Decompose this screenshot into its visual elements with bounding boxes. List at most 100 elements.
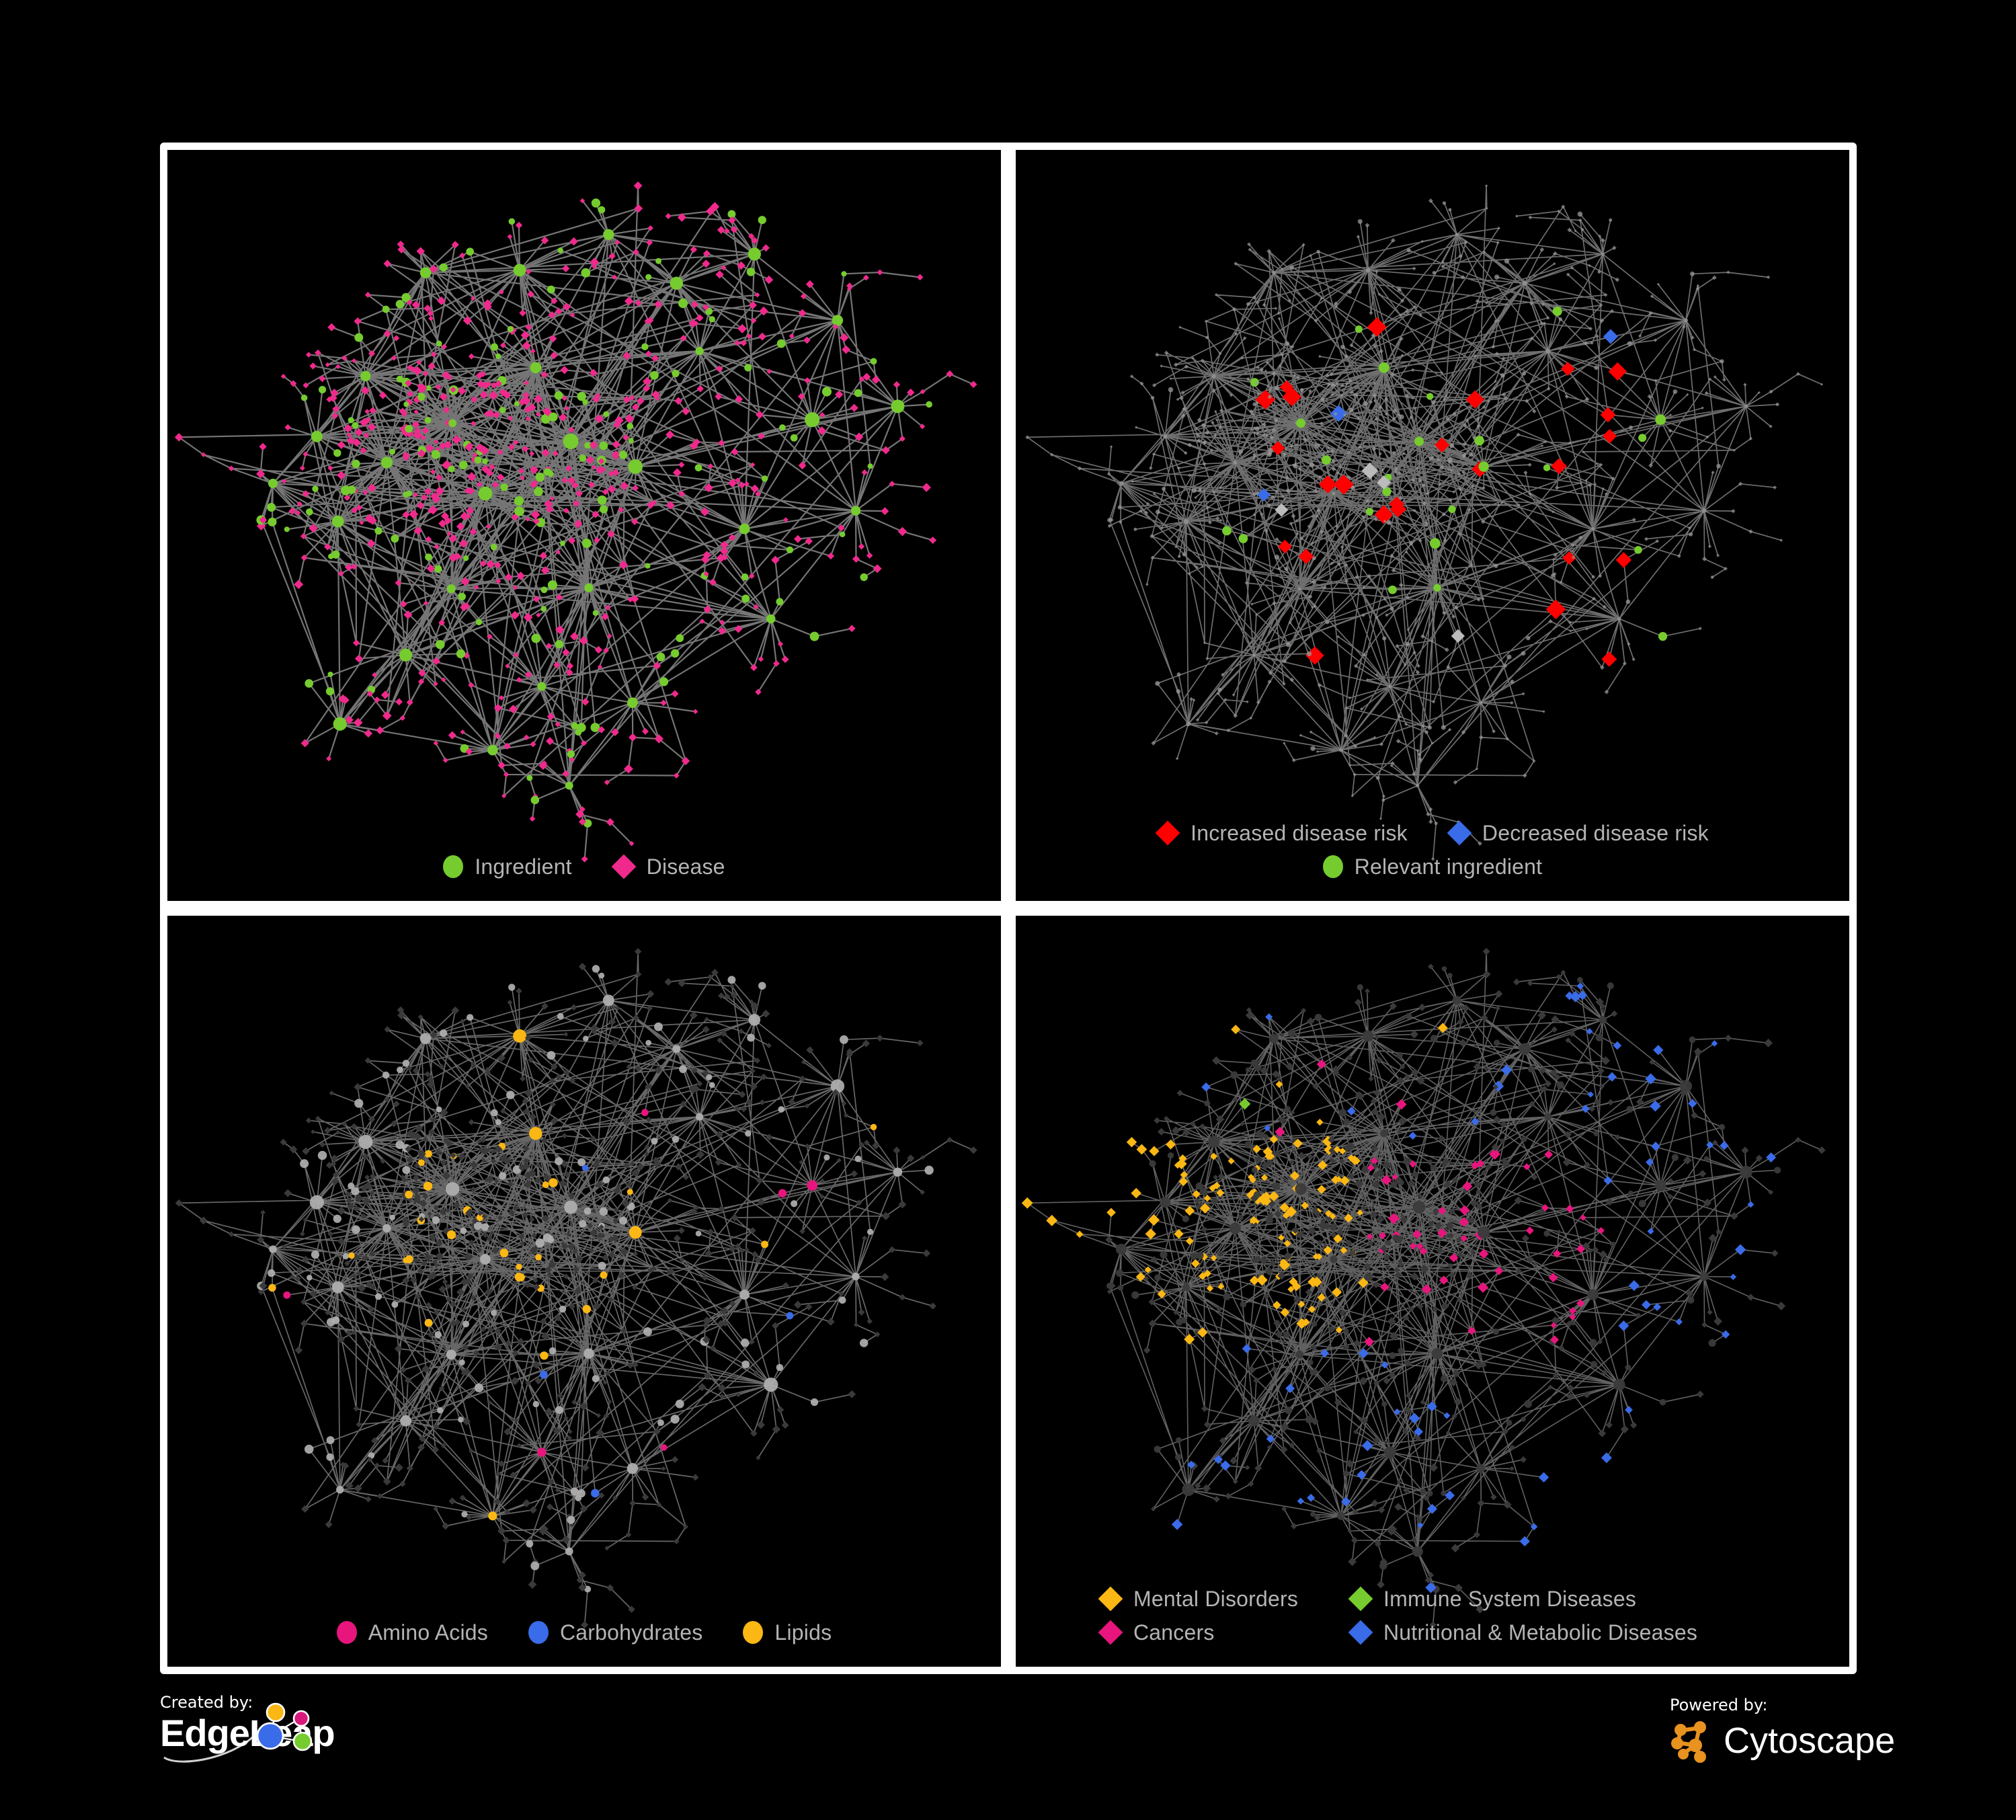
disease-node[interactable]	[1262, 422, 1266, 427]
disease-node[interactable]	[325, 1520, 333, 1528]
disease-node[interactable]	[1248, 247, 1252, 251]
disease-node[interactable]	[1424, 1257, 1430, 1262]
disease-node[interactable]	[1537, 1011, 1547, 1020]
ingredient-node[interactable]	[327, 671, 333, 678]
disease-node[interactable]	[480, 1146, 488, 1155]
disease-node[interactable]	[629, 395, 635, 401]
disease-node[interactable]	[1407, 1179, 1416, 1187]
disease-node[interactable]	[1150, 1256, 1158, 1263]
disease-node[interactable]	[1276, 1076, 1281, 1082]
ingredient-node[interactable]	[577, 1489, 586, 1498]
ingredient-node[interactable]	[467, 1014, 474, 1021]
disease-node[interactable]	[1443, 1412, 1451, 1419]
disease-node[interactable]	[1316, 1448, 1323, 1454]
ingredient-node[interactable]	[1424, 1495, 1430, 1501]
disease-node[interactable]	[441, 677, 446, 682]
disease-node[interactable]	[594, 414, 604, 424]
disease-node[interactable]	[331, 1177, 339, 1186]
ingredient-node[interactable]	[405, 1190, 413, 1199]
disease-node[interactable]	[678, 461, 685, 468]
disease-node[interactable]	[1462, 1004, 1470, 1012]
disease-node[interactable]	[1453, 649, 1456, 652]
ingredient-node[interactable]	[1154, 1274, 1162, 1281]
disease-node[interactable]	[1283, 498, 1287, 501]
disease-node[interactable]	[748, 999, 754, 1005]
disease-node[interactable]	[545, 643, 553, 649]
disease-node[interactable]	[345, 1191, 352, 1197]
disease-node[interactable]	[1279, 470, 1283, 473]
disease-node[interactable]	[305, 1117, 312, 1123]
ingredient-node[interactable]	[1658, 631, 1668, 641]
ingredient-node[interactable]	[1186, 721, 1191, 727]
disease-node[interactable]	[618, 506, 624, 513]
disease-node[interactable]	[678, 979, 686, 988]
disease-node[interactable]	[1334, 305, 1338, 309]
ingredient-node[interactable]	[1272, 270, 1276, 275]
disease-node[interactable]	[354, 1193, 364, 1203]
ingredient-node[interactable]	[670, 276, 684, 290]
disease-node[interactable]	[881, 1273, 889, 1281]
disease-node[interactable]	[1441, 264, 1445, 269]
ingredient-node[interactable]	[1332, 491, 1336, 496]
ingredient-node[interactable]	[482, 458, 488, 465]
disease-node[interactable]	[1353, 1429, 1359, 1435]
disease-node[interactable]	[1279, 1202, 1290, 1213]
ingredient-node[interactable]	[530, 362, 542, 374]
disease-node[interactable]	[553, 662, 561, 669]
disease-node[interactable]	[737, 323, 748, 333]
disease-node[interactable]	[1203, 1195, 1211, 1202]
disease-node[interactable]	[524, 671, 532, 678]
disease-node[interactable]	[434, 1262, 439, 1268]
disease-node[interactable]	[346, 436, 355, 445]
disease-node[interactable]	[330, 388, 339, 397]
disease-node[interactable]	[1677, 554, 1681, 559]
disease-node[interactable]	[1191, 1259, 1200, 1268]
ingredient-node[interactable]	[389, 448, 396, 455]
disease-node[interactable]	[1301, 243, 1305, 247]
disease-node[interactable]	[1367, 1164, 1375, 1172]
disease-node[interactable]	[1149, 1146, 1160, 1156]
ingredient-node[interactable]	[1689, 1036, 1696, 1043]
disease-node[interactable]	[1766, 1152, 1777, 1162]
disease-node[interactable]	[805, 537, 813, 545]
disease-node[interactable]	[1405, 1392, 1411, 1398]
ingredient-node[interactable]	[1361, 1166, 1369, 1173]
disease-node[interactable]	[417, 383, 422, 389]
ingredient-node[interactable]	[1382, 636, 1387, 641]
ingredient-node[interactable]	[1552, 306, 1562, 317]
ingredient-node[interactable]	[1626, 1105, 1634, 1113]
disease-node[interactable]	[1513, 978, 1521, 986]
disease-node[interactable]	[417, 449, 426, 458]
disease-node[interactable]	[907, 389, 915, 397]
ingredient-node[interactable]	[1428, 1221, 1434, 1227]
ingredient-node[interactable]	[1357, 219, 1363, 224]
disease-node[interactable]	[1485, 207, 1488, 210]
disease-node[interactable]	[1291, 514, 1296, 518]
disease-node[interactable]	[1182, 1128, 1191, 1137]
ingredient-node[interactable]	[403, 401, 409, 407]
ingredient-node[interactable]	[1324, 1384, 1331, 1392]
ingredient-node[interactable]	[1174, 1454, 1182, 1461]
ingredient-node[interactable]	[1344, 354, 1348, 358]
disease-node[interactable]	[471, 396, 478, 403]
ingredient-node[interactable]	[1543, 1230, 1550, 1237]
disease-node[interactable]	[622, 352, 631, 360]
disease-node[interactable]	[1568, 621, 1572, 624]
disease-node[interactable]	[1502, 663, 1508, 668]
ingredient-node[interactable]	[458, 1417, 464, 1423]
disease-node[interactable]	[827, 552, 835, 560]
disease-node[interactable]	[433, 740, 439, 746]
ingredient-node[interactable]	[507, 325, 514, 333]
disease-node[interactable]	[620, 1327, 627, 1334]
disease-node[interactable]	[1374, 505, 1394, 524]
disease-node[interactable]	[1484, 301, 1488, 305]
disease-node[interactable]	[1260, 1066, 1269, 1075]
disease-node[interactable]	[1311, 606, 1314, 609]
disease-node[interactable]	[1601, 651, 1617, 667]
ingredient-node[interactable]	[1421, 724, 1425, 727]
disease-node[interactable]	[1216, 1189, 1225, 1197]
ingredient-node[interactable]	[1617, 617, 1621, 621]
disease-node[interactable]	[433, 1506, 438, 1511]
disease-node[interactable]	[629, 1160, 635, 1166]
ingredient-node[interactable]	[445, 1182, 460, 1196]
